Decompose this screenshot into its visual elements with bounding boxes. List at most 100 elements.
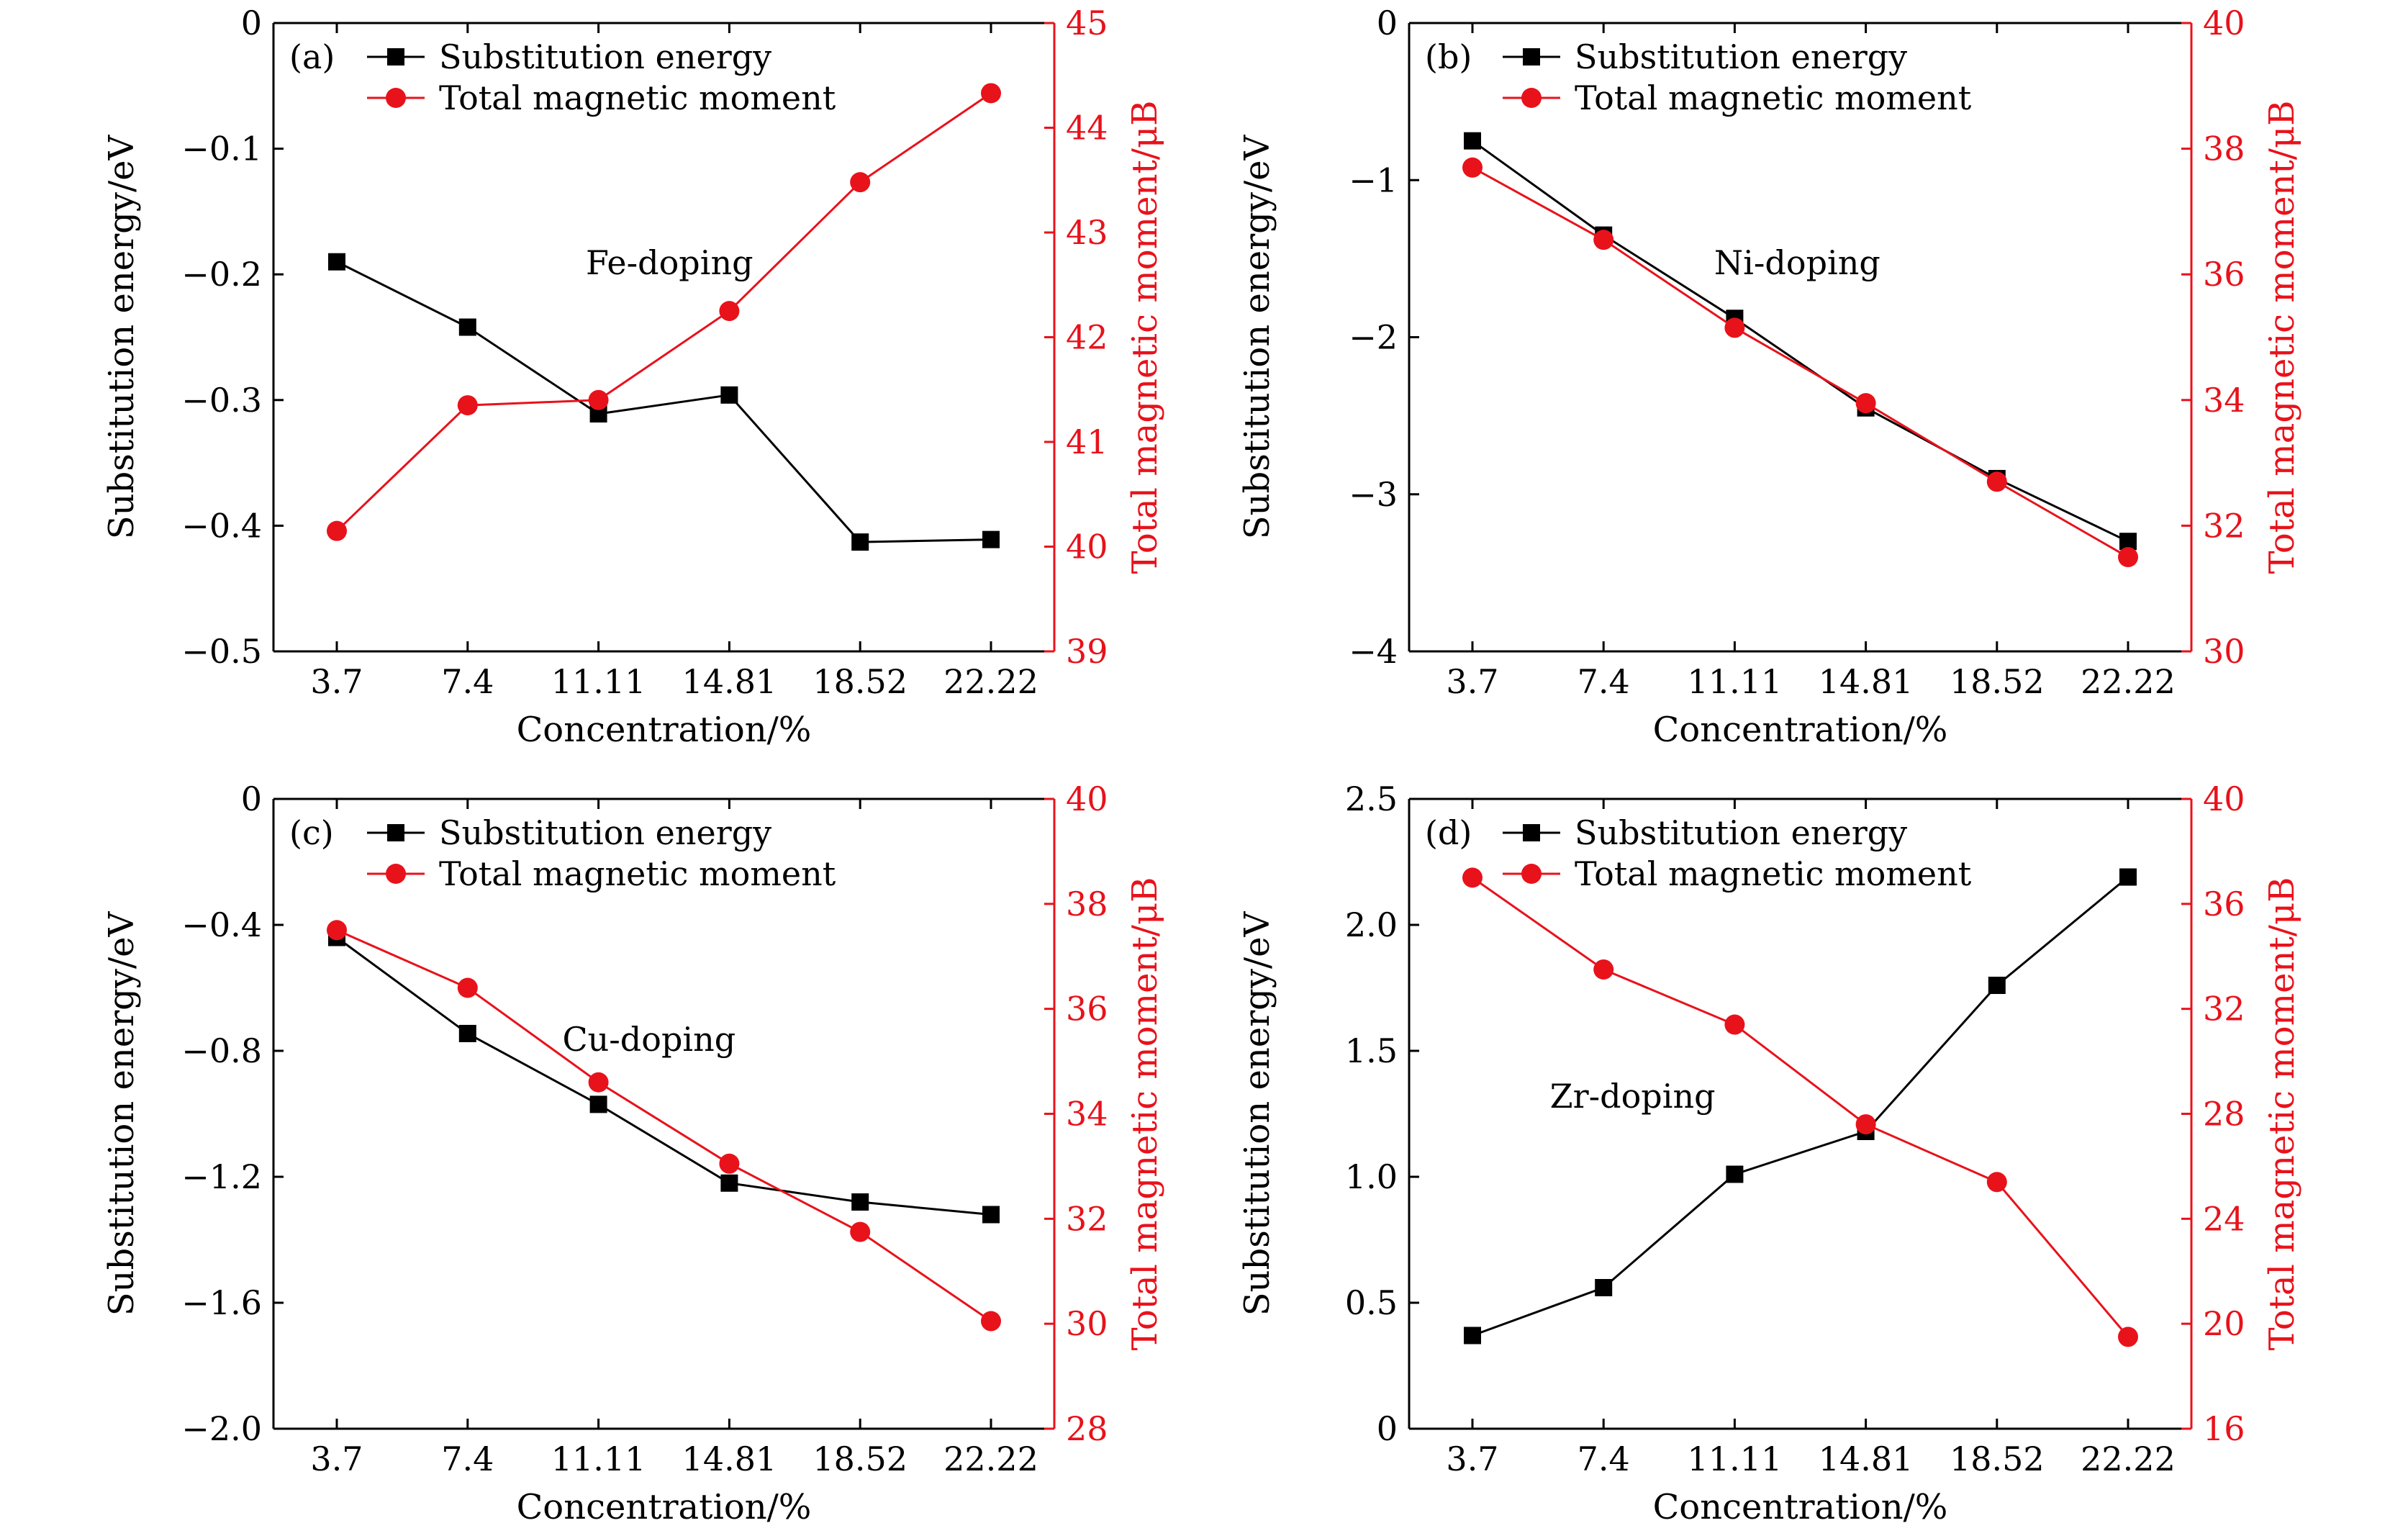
x-tick-label: 14.81 [1819,1440,1914,1478]
panel-b: 3.7 7.4 11.11 14.81 18.52 22.22 Concentration/… [1237,4,2302,750]
right-tick-label: 30 [1066,1304,1108,1343]
x-tick-label: 7.4 [1578,1440,1630,1478]
legend-moment-marker [386,88,406,108]
right-tick-label: 32 [1066,1199,1108,1238]
left-tick-label: −0.8 [181,1031,262,1070]
left-tick-label: 0 [1377,4,1398,42]
x-tick-label: 14.81 [682,662,777,701]
substitution-energy-line [336,261,992,543]
legend-energy-label: Substitution energy [439,37,771,76]
left-tick-label: −4 [1349,632,1398,671]
substitution-energy-point [589,1095,607,1113]
right-tick-label: 20 [2203,1304,2245,1343]
left-tick-label: 2.0 [1345,905,1398,944]
doping-annotation: Fe-doping [586,243,753,282]
panel-tag: (c) [289,813,334,852]
right-tick-label: 43 [1066,213,1108,252]
right-tick-label: 32 [2203,506,2245,545]
substitution-energy-point [720,1174,738,1192]
legend-energy-marker [1523,824,1540,841]
legend-moment-label: Total magnetic moment [1575,854,1972,893]
right-tick-label: 40 [2203,4,2245,42]
substitution-energy-point [851,533,869,551]
left-tick-label: −0.1 [181,130,262,168]
left-axis-title: Substitution energy/eV [1237,134,1277,539]
magnetic-moment-point [2118,1327,2138,1347]
left-tick-label: −0.2 [181,255,262,294]
substitution-energy-point [2119,868,2137,886]
right-tick-label: 39 [1066,632,1108,671]
right-tick-label: 36 [1066,990,1108,1029]
left-tick-label: −2.0 [181,1409,262,1448]
legend-energy-label: Substitution energy [1575,37,1907,76]
magnetic-moment-line [1472,877,2129,1338]
substitution-energy-line [1472,876,2129,1337]
x-tick-label: 18.52 [1950,1440,2045,1478]
right-tick-label: 44 [1066,109,1108,148]
magnetic-moment-point [327,520,347,541]
x-tick-label: 11.11 [551,662,646,701]
left-tick-label: −2 [1349,318,1398,357]
magnetic-moment-point [1986,471,2007,492]
x-tick-label: 18.52 [813,662,907,701]
magnetic-moment-point [1724,317,1745,338]
x-tick-label: 11.11 [551,1440,646,1478]
magnetic-moment-point [1593,230,1614,250]
x-tick-label: 22.22 [2081,662,2176,701]
magnetic-moment-point [1986,1172,2007,1193]
x-axis-title: Concentration/% [517,1487,812,1523]
magnetic-moment-point [457,977,478,998]
right-tick-label: 36 [2203,885,2245,923]
left-tick-label: −0.3 [181,381,262,420]
x-tick-label: 7.4 [1578,662,1630,701]
left-axis-title: Substitution energy/eV [101,910,142,1316]
right-tick-label: 38 [2203,130,2245,168]
substitution-energy-point [851,1193,869,1211]
magnetic-moment-point [850,1221,871,1242]
legend-energy-marker [387,824,404,841]
magnetic-moment-line [335,92,992,532]
right-tick-label: 40 [1066,528,1108,566]
legend-moment-label: Total magnetic moment [1575,78,1972,117]
magnetic-moment-point [1855,393,1876,414]
right-tick-label: 45 [1066,4,1108,42]
x-tick-label: 3.7 [1446,662,1498,701]
x-tick-label: 11.11 [1688,662,1783,701]
substitution-energy-point [982,530,1000,548]
left-tick-label: −1.2 [181,1157,262,1196]
left-tick-label: −3 [1349,475,1398,514]
legend-energy-marker [1523,48,1540,65]
legend-moment-marker [1521,864,1542,884]
panel-tag: (a) [289,37,335,76]
legend-moment-marker [1521,88,1542,108]
x-tick-label: 18.52 [1950,662,2045,701]
left-tick-label: 1.5 [1345,1031,1398,1070]
magnetic-moment-point [1855,1114,1876,1135]
panel-tag: (d) [1425,813,1472,852]
doping-annotation: Zr-doping [1550,1077,1716,1116]
x-tick-label: 3.7 [1446,1440,1498,1478]
right-tick-label: 32 [2203,990,2245,1029]
left-tick-label: 0 [241,4,262,42]
left-tick-label: −0.5 [181,632,262,671]
right-axis-title: Total magnetic moment/μB [1125,101,1165,574]
magnetic-moment-point [981,83,1001,104]
left-axis-title: Substitution energy/eV [101,134,142,539]
left-tick-label: 0 [1377,1409,1398,1448]
x-tick-label: 7.4 [441,1440,494,1478]
panel-d: 3.7 7.4 11.11 14.81 18.52 22.22 Concentration/… [1237,779,2302,1523]
right-tick-label: 16 [2203,1409,2245,1448]
right-tick-label: 28 [2203,1095,2245,1134]
panel-a: 3.7 7.4 11.11 14.81 18.52 22.22 Concentration/… [101,4,1165,750]
substitution-energy-point [982,1206,1000,1224]
x-axis-title: Concentration/% [1653,710,1948,750]
magnetic-moment-point [457,395,478,416]
x-tick-label: 3.7 [310,1440,363,1478]
left-tick-label: 0.5 [1345,1283,1398,1322]
doping-annotation: Cu-doping [562,1020,735,1059]
x-tick-label: 14.81 [1819,662,1914,701]
right-axis-title: Total magnetic moment/μB [2262,877,2302,1351]
right-tick-label: 34 [1066,1095,1108,1134]
magnetic-moment-point [850,172,871,193]
x-tick-label: 3.7 [310,662,363,701]
